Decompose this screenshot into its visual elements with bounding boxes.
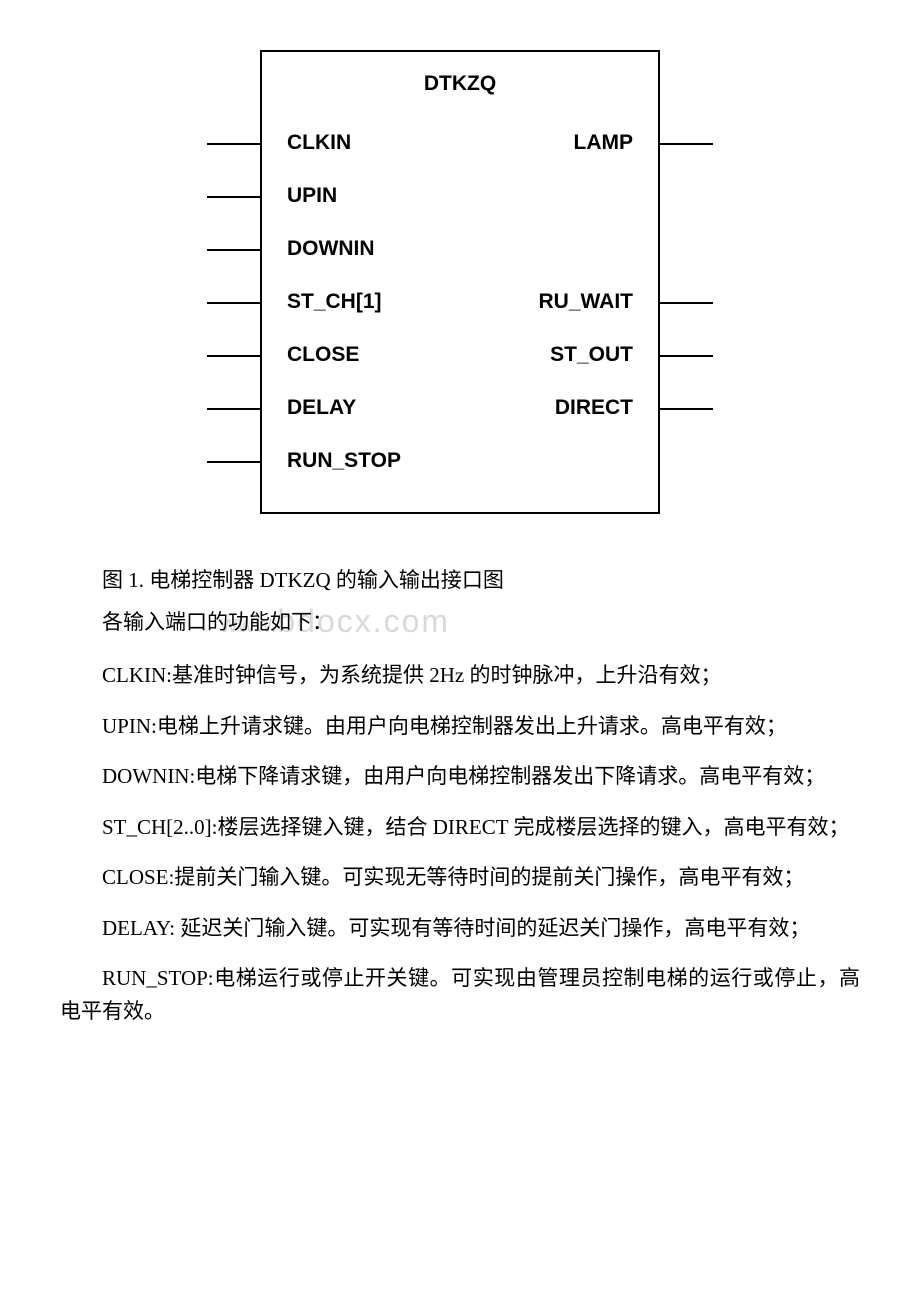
- port-description: CLOSE:提前关门输入键。可实现无等待时间的提前关门操作，高电平有效；: [60, 861, 860, 894]
- lead-line-right: [660, 355, 713, 357]
- input-port-label: DOWNIN: [262, 237, 375, 261]
- port-description: RUN_STOP:电梯运行或停止开关键。可实现由管理员控制电梯的运行或停止，高电…: [60, 962, 860, 1027]
- input-port-label: DELAY: [262, 396, 356, 420]
- port-list-intro: 各输入端口的功能如下：: [60, 606, 333, 640]
- port-description: CLKIN:基准时钟信号，为系统提供 2Hz 的时钟脉冲，上升沿有效；: [60, 659, 860, 692]
- input-port-label: ST_CH[1]: [262, 290, 382, 314]
- block-diagram: DTKZQ CLKIN LAMP UPIN DOWNIN ST_CH[1] RU_WAIT…: [260, 50, 660, 514]
- port-row: UPIN: [262, 169, 658, 222]
- diagram-container: DTKZQ CLKIN LAMP UPIN DOWNIN ST_CH[1] RU_WAIT…: [60, 50, 860, 514]
- diagram-title: DTKZQ: [262, 72, 658, 96]
- lead-line-right: [660, 302, 713, 304]
- port-row: DOWNIN: [262, 222, 658, 275]
- lead-line-left: [207, 302, 260, 304]
- lead-line-left: [207, 408, 260, 410]
- input-port-label: UPIN: [262, 184, 337, 208]
- output-port-label: RU_WAIT: [539, 290, 659, 314]
- port-row: RUN_STOP: [262, 434, 658, 487]
- lead-line-right: [660, 408, 713, 410]
- input-port-label: CLKIN: [262, 131, 351, 155]
- port-row: CLOSE ST_OUT: [262, 328, 658, 381]
- port-row: DELAY DIRECT: [262, 381, 658, 434]
- subtitle-row: www.bdocx.com 各输入端口的功能如下：: [60, 606, 860, 660]
- lead-line-left: [207, 355, 260, 357]
- lead-line-left: [207, 249, 260, 251]
- port-description: DELAY: 延迟关门输入键。可实现有等待时间的延迟关门操作，高电平有效；: [60, 912, 860, 945]
- lead-line-left: [207, 461, 260, 463]
- port-description: UPIN:电梯上升请求键。由用户向电梯控制器发出上升请求。高电平有效；: [60, 710, 860, 743]
- port-description: ST_CH[2..0]:楼层选择键入键，结合 DIRECT 完成楼层选择的键入，…: [60, 811, 860, 844]
- output-port-label: ST_OUT: [550, 343, 658, 367]
- figure-caption: 图 1. 电梯控制器 DTKZQ 的输入输出接口图: [60, 564, 860, 598]
- port-row: CLKIN LAMP: [262, 116, 658, 169]
- lead-line-left: [207, 143, 260, 145]
- input-port-label: RUN_STOP: [262, 449, 401, 473]
- lead-line-left: [207, 196, 260, 198]
- diagram-box: DTKZQ CLKIN LAMP UPIN DOWNIN ST_CH[1] RU_WAIT…: [260, 50, 660, 514]
- input-port-label: CLOSE: [262, 343, 359, 367]
- output-port-label: DIRECT: [555, 396, 658, 420]
- output-port-label: LAMP: [574, 131, 659, 155]
- lead-line-right: [660, 143, 713, 145]
- port-row: ST_CH[1] RU_WAIT: [262, 275, 658, 328]
- port-description: DOWNIN:电梯下降请求键，由用户向电梯控制器发出下降请求。高电平有效；: [60, 760, 860, 793]
